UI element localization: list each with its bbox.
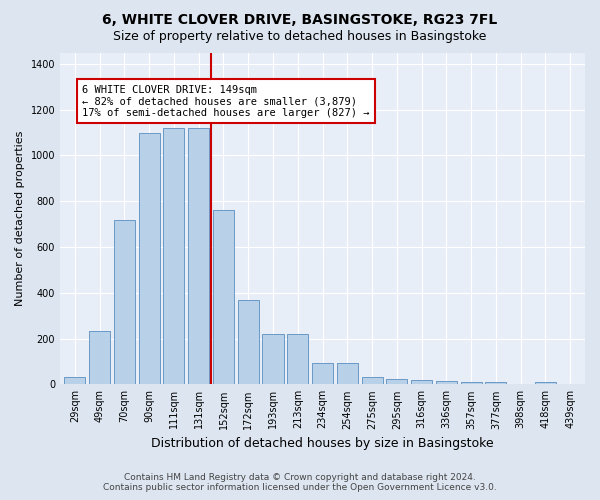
- Text: 6, WHITE CLOVER DRIVE, BASINGSTOKE, RG23 7FL: 6, WHITE CLOVER DRIVE, BASINGSTOKE, RG23…: [103, 12, 497, 26]
- Bar: [213, 210, 234, 384]
- Text: 6 WHITE CLOVER DRIVE: 149sqm
← 82% of detached houses are smaller (3,879)
17% of: 6 WHITE CLOVER DRIVE: 149sqm ← 82% of de…: [82, 84, 370, 117]
- Bar: [238, 300, 259, 384]
- Bar: [362, 378, 383, 384]
- Bar: [64, 378, 85, 384]
- Bar: [89, 330, 110, 384]
- Bar: [188, 128, 209, 384]
- Bar: [262, 334, 284, 384]
- X-axis label: Distribution of detached houses by size in Basingstoke: Distribution of detached houses by size …: [151, 437, 494, 450]
- Bar: [386, 378, 407, 384]
- Bar: [114, 220, 135, 384]
- Bar: [312, 362, 333, 384]
- Y-axis label: Number of detached properties: Number of detached properties: [15, 130, 25, 306]
- Bar: [535, 382, 556, 384]
- Bar: [485, 382, 506, 384]
- Bar: [163, 128, 184, 384]
- Bar: [139, 132, 160, 384]
- Bar: [287, 334, 308, 384]
- Bar: [461, 382, 482, 384]
- Text: Size of property relative to detached houses in Basingstoke: Size of property relative to detached ho…: [113, 30, 487, 43]
- Bar: [436, 381, 457, 384]
- Bar: [337, 362, 358, 384]
- Text: Contains HM Land Registry data © Crown copyright and database right 2024.
Contai: Contains HM Land Registry data © Crown c…: [103, 473, 497, 492]
- Bar: [411, 380, 432, 384]
